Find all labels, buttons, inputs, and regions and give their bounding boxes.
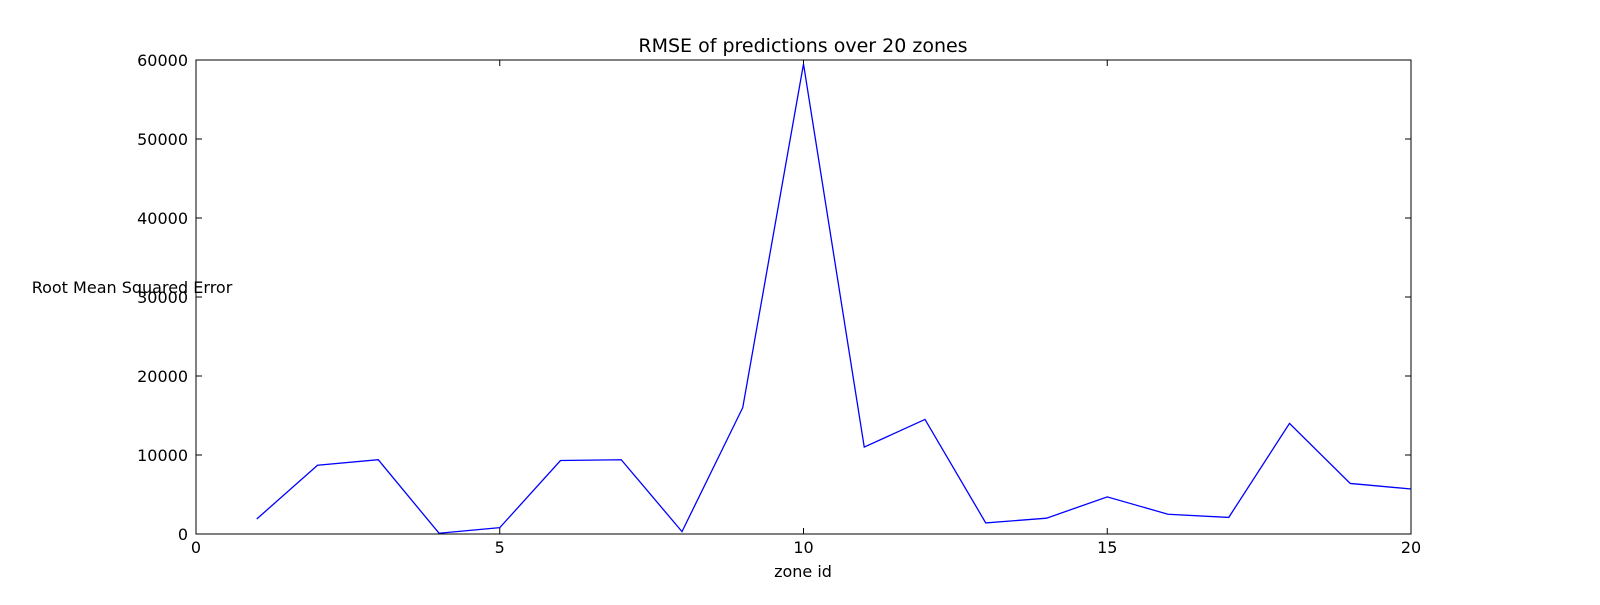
x-tick-label: 20 [1401, 538, 1421, 557]
y-tick-label: 40000 [137, 209, 188, 228]
y-tick-label: 60000 [137, 51, 188, 70]
y-tick-label: 20000 [137, 367, 188, 386]
y-tick-label: 50000 [137, 130, 188, 149]
plot-frame [195, 59, 1412, 535]
x-tick-label: 0 [191, 538, 201, 557]
x-tick-label: 10 [793, 538, 813, 557]
x-axis-label: zone id [774, 562, 832, 581]
x-tick-label: 5 [495, 538, 505, 557]
y-tick-label: 0 [178, 525, 188, 544]
axis-tick-labels: 0 5 10 15 20 0 10000 20000 30000 40000 50000 60000 [137, 51, 1421, 557]
y-tick-label: 30000 [137, 288, 188, 307]
y-tick-label: 10000 [137, 446, 188, 465]
series-line [256, 63, 1412, 534]
x-tick-label: 15 [1097, 538, 1117, 557]
axis-ticks [195, 59, 1412, 535]
series-layer [256, 63, 1412, 534]
chart-title: RMSE of predictions over 20 zones [638, 35, 967, 57]
y-axis-label: Root Mean Squared Error [32, 278, 233, 297]
